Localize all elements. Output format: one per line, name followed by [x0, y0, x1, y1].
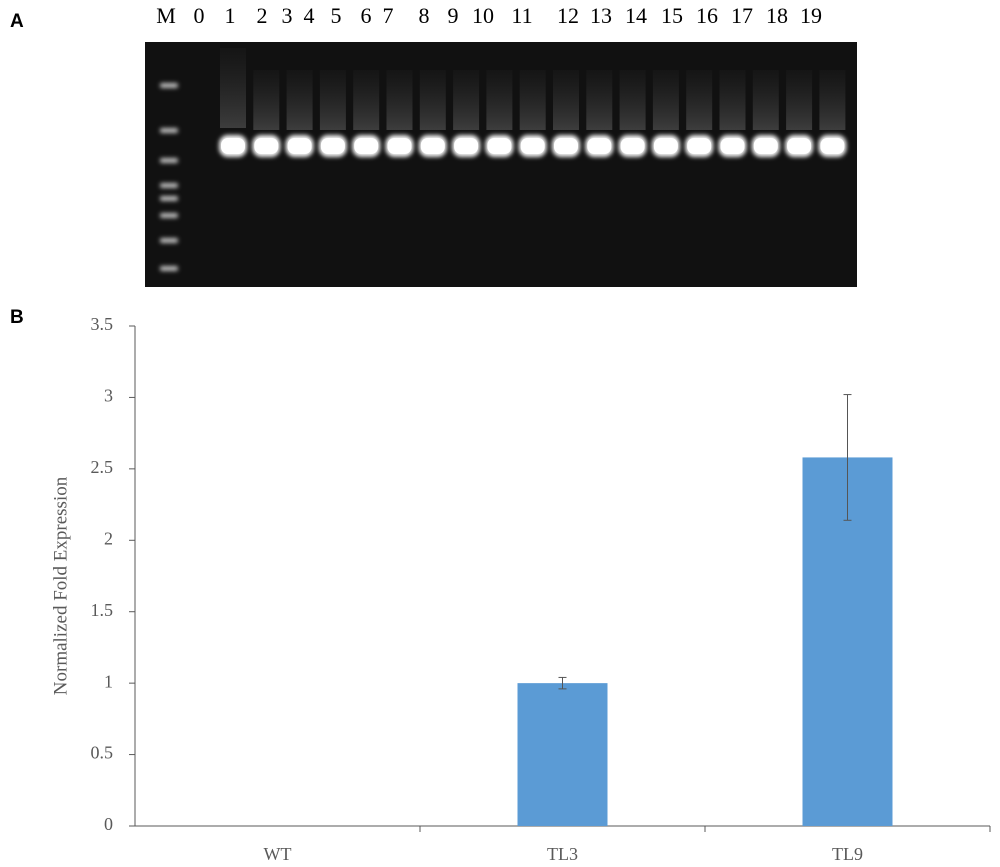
lane-smear: [220, 48, 246, 128]
dna-band-core: [221, 138, 245, 154]
x-tick-label: TL9: [832, 844, 863, 864]
ladder-band: [160, 83, 178, 88]
bar: [517, 683, 608, 826]
lane-label: 8: [419, 3, 430, 28]
lane-smear: [419, 70, 446, 130]
lane-label: 4: [304, 3, 315, 28]
dna-band-core: [587, 138, 612, 154]
lane-label: 3: [282, 3, 293, 28]
lane-smear: [786, 70, 813, 130]
ladder-band: [160, 128, 178, 133]
dna-band-core: [520, 138, 545, 154]
dna-band-core: [387, 138, 412, 154]
dna-band-core: [354, 138, 379, 154]
dna-band-core: [653, 138, 678, 154]
lane-smear: [353, 70, 380, 130]
y-tick-label: 3: [104, 386, 113, 406]
dna-band-core: [687, 138, 712, 154]
lane-smear: [652, 70, 679, 130]
ladder-band: [160, 266, 178, 271]
ladder-band: [160, 183, 178, 188]
lane-smear: [719, 70, 746, 130]
dna-band-core: [620, 138, 645, 154]
lane-smear: [586, 70, 613, 130]
dna-band-core: [820, 138, 845, 154]
lane-label: 5: [331, 3, 342, 28]
ladder-band: [160, 196, 178, 201]
y-tick-label: 3.5: [91, 314, 114, 334]
lane-label: 10: [472, 3, 494, 28]
lane-label: 18: [766, 3, 788, 28]
dna-band-core: [720, 138, 745, 154]
lane-smear: [453, 70, 480, 130]
lane-label: 1: [225, 3, 236, 28]
panel-label: B: [10, 307, 24, 328]
lane-label: M: [156, 3, 176, 28]
lane-label: 7: [383, 3, 394, 28]
dna-band-core: [254, 138, 279, 154]
lane-smear: [253, 70, 280, 130]
lane-label: 9: [448, 3, 459, 28]
lane-smear: [286, 70, 313, 130]
y-tick-label: 1.5: [91, 600, 114, 620]
ladder-band: [160, 213, 178, 218]
dna-band-core: [454, 138, 479, 154]
y-axis-title: Normalized Fold Expression: [50, 476, 71, 695]
lane-label: 0: [194, 3, 205, 28]
x-tick-label: WT: [264, 844, 292, 864]
dna-band-core: [787, 138, 812, 154]
lane-smear: [486, 70, 513, 130]
lane-smear: [819, 70, 846, 130]
y-tick-label: 0: [104, 814, 113, 834]
dna-band-core: [487, 138, 512, 154]
lane-label: 2: [257, 3, 268, 28]
lane-smear: [553, 70, 579, 130]
lane-smear: [619, 70, 646, 130]
gel-lanes: M 0 1 2 3 4 5 6 7 8 9 10 11 12 13 14 15 16 17 18 19: [156, 3, 847, 271]
dna-band-core: [554, 138, 578, 154]
lane-label: 17: [731, 3, 753, 28]
lane-label: 11: [511, 3, 532, 28]
y-tick-label: 2: [104, 528, 113, 548]
chart: 0 0.5 1 1.5 2 2.5 3 3.5 Normalized Fold Expressi…: [50, 314, 991, 864]
lane-label: 19: [800, 3, 822, 28]
lane-smear: [319, 70, 346, 130]
y-tick-label: 0.5: [91, 743, 114, 763]
lane-label: 13: [590, 3, 612, 28]
ladder-band: [160, 158, 178, 163]
lane-label: 12: [557, 3, 579, 28]
y-tick-label: 2.5: [91, 457, 114, 477]
dna-band-core: [320, 138, 345, 154]
ladder-band: [160, 238, 178, 243]
lane-label: 14: [625, 3, 647, 28]
dna-band-core: [287, 138, 312, 154]
x-tick-label: TL3: [547, 844, 578, 864]
dna-band-core: [753, 138, 778, 154]
y-tick-label: 1: [104, 671, 113, 691]
lane-label: 6: [361, 3, 372, 28]
lane-smear: [686, 70, 713, 130]
lane-label: 16: [696, 3, 718, 28]
lane-smear: [519, 70, 546, 130]
panel-label: A: [10, 11, 24, 32]
dna-band-core: [420, 138, 445, 154]
lane-smear: [386, 70, 413, 130]
lane-smear: [752, 70, 779, 130]
lane-label: 15: [661, 3, 683, 28]
